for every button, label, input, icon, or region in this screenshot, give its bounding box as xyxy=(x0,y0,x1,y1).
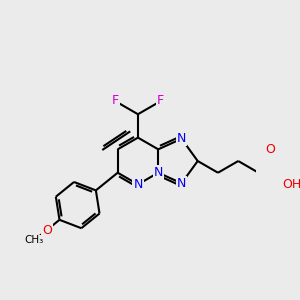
Text: O: O xyxy=(42,224,52,237)
Text: N: N xyxy=(177,132,186,145)
Text: N: N xyxy=(177,177,186,190)
Text: F: F xyxy=(112,94,119,107)
Text: OH: OH xyxy=(283,178,300,191)
Text: F: F xyxy=(157,94,164,107)
Text: O: O xyxy=(265,143,275,156)
Text: CH₃: CH₃ xyxy=(24,236,44,245)
Text: N: N xyxy=(133,178,142,191)
Text: N: N xyxy=(154,166,163,179)
